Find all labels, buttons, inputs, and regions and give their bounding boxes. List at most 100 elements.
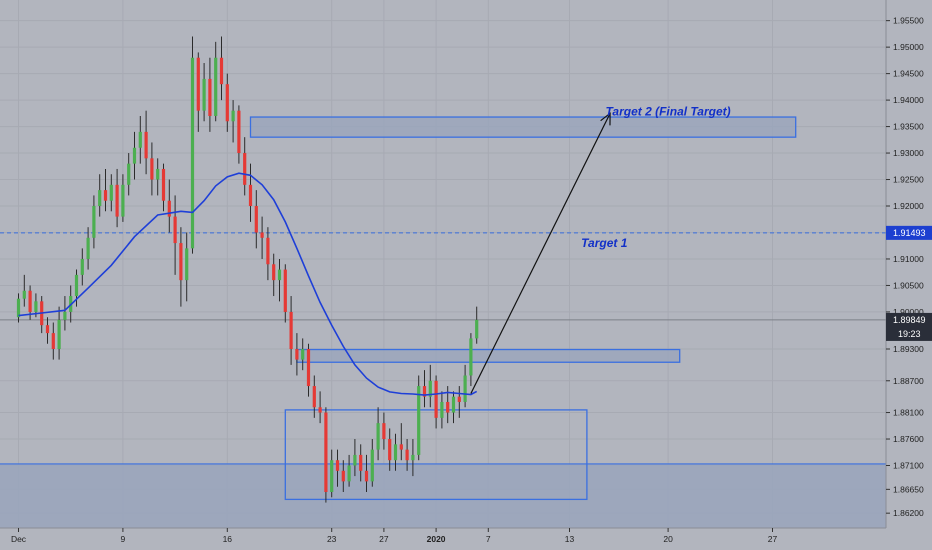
price-tick-label: 1.86200 [893, 508, 924, 518]
price-axis-bg [886, 0, 932, 550]
candle-body [202, 78, 206, 111]
price-tick-label: 1.93500 [893, 122, 924, 132]
price-tick-label: 1.95500 [893, 16, 924, 26]
candlesticks [16, 36, 479, 503]
time-tick-label: 7 [486, 534, 491, 544]
candle-body [266, 237, 270, 265]
candle-body [173, 216, 177, 244]
candle-body [167, 200, 171, 217]
candle-body [353, 454, 357, 466]
candle-body [34, 301, 38, 312]
candle-body [98, 190, 102, 207]
candle-body [289, 311, 293, 349]
candle-body [469, 338, 473, 376]
candle-body [301, 348, 305, 360]
target-annotations: Target 2 (Final Target) Target 1 [581, 105, 730, 250]
price-tick-label: 1.87100 [893, 461, 924, 471]
price-tick-label: 1.86650 [893, 484, 924, 494]
arrow-head [600, 112, 611, 126]
candle-body [411, 454, 415, 461]
price-tick-label: 1.88700 [893, 376, 924, 386]
last-price-label: 1.89849 [893, 315, 926, 325]
candle-body [237, 110, 241, 154]
candle-body [440, 401, 444, 418]
candle-body [359, 454, 363, 471]
candle-body [295, 348, 299, 360]
candle-body [277, 269, 282, 281]
time-tick-label: 2020 [427, 534, 446, 544]
candle-body [63, 311, 67, 320]
candle-body [144, 131, 148, 159]
candle-body [318, 407, 322, 413]
candle-body [475, 319, 479, 339]
time-tick-label: 23 [327, 534, 337, 544]
candle-body [86, 237, 90, 259]
target1-price-tag [886, 225, 932, 240]
price-tick-label: 1.92500 [893, 175, 924, 185]
candle-body [57, 319, 61, 349]
candle-body [225, 84, 229, 122]
candle-body [190, 57, 195, 249]
price-tick-label: 1.88100 [893, 408, 924, 418]
candle-body [185, 248, 189, 281]
candle-body [451, 396, 456, 413]
moving-average-layer [18, 172, 478, 396]
bar-countdown-label: 19:23 [898, 329, 921, 339]
arrow-line [470, 113, 611, 394]
candle-body [150, 158, 154, 180]
candle-body [103, 190, 108, 201]
candle-body [109, 184, 113, 201]
price-tick-label: 1.94000 [893, 95, 924, 105]
candle-body [272, 264, 276, 281]
candle-body [80, 258, 84, 275]
candle-body [248, 184, 253, 207]
candle-body [446, 401, 450, 413]
support-area-fill [0, 463, 886, 528]
candle-body [330, 460, 334, 492]
candle-body [260, 232, 264, 238]
time-tick-label: 27 [768, 534, 778, 544]
price-axis[interactable]: 1.95500 1.95000 1.94500 1.94000 1.93500 1.930… [885, 0, 932, 550]
time-tick-label: 13 [565, 534, 575, 544]
candle-body [161, 168, 166, 201]
candle-body [51, 333, 55, 349]
projection-arrow [470, 112, 611, 394]
horizontal-lines [0, 232, 886, 321]
candle-body [28, 290, 32, 312]
time-tick-label: 27 [379, 534, 389, 544]
price-tick-label: 1.94500 [893, 69, 924, 79]
candle-body [214, 57, 218, 116]
candle-body [428, 380, 432, 397]
candle-body [231, 110, 235, 122]
time-axis[interactable]: Dec 9 16 23 27 2020 7 13 20 27 [0, 527, 932, 550]
candle-body [382, 423, 386, 440]
support-area [0, 463, 886, 528]
time-tick-label: Dec [11, 534, 27, 544]
candle-body [156, 168, 160, 180]
candle-body [138, 131, 142, 148]
candle-body [243, 153, 247, 185]
price-tick-label: 1.92000 [893, 201, 924, 211]
candle-body [463, 375, 467, 402]
target1-text: Target 1 [581, 236, 628, 250]
zone-2 [296, 348, 681, 363]
time-tick-label: 9 [121, 534, 126, 544]
candle-body [208, 78, 212, 116]
price-tick-label: 1.93000 [893, 148, 924, 158]
target1-price-label: 1.91493 [893, 228, 926, 238]
time-axis-bg [0, 528, 932, 550]
candle-body [364, 470, 369, 482]
price-tick-label: 1.90000 [893, 307, 924, 317]
candle-body [16, 298, 21, 318]
candle-body [370, 449, 374, 482]
price-tick-label: 1.87600 [893, 434, 924, 444]
candle-body [92, 206, 96, 238]
price-tick-label: 1.95000 [893, 42, 924, 52]
candle-body [393, 444, 398, 461]
candle-body [434, 380, 438, 418]
candle-body [179, 243, 183, 281]
candle-body [74, 274, 79, 297]
candle-body [254, 206, 258, 233]
